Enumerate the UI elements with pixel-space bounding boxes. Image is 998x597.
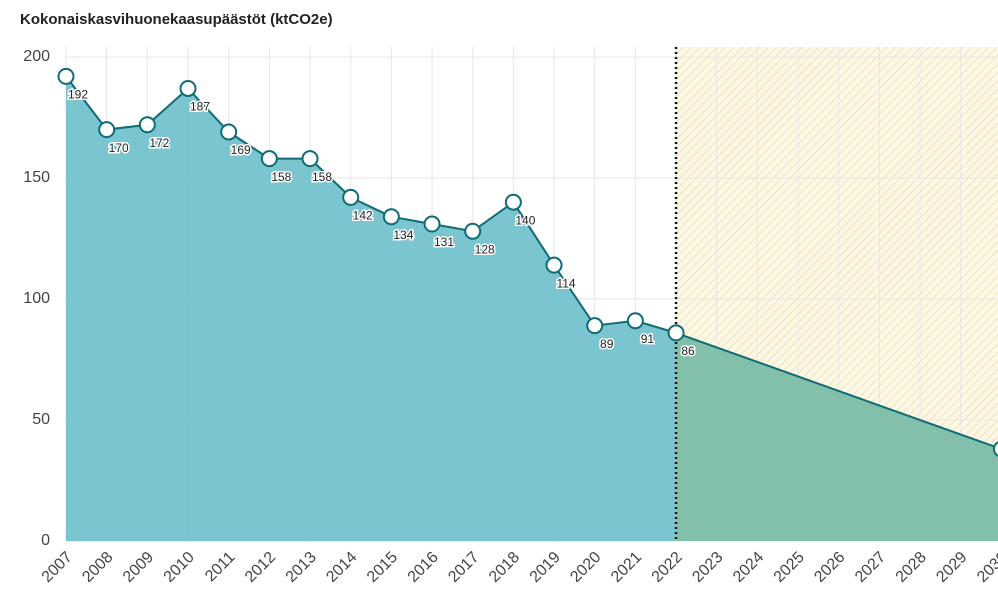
point: [423, 215, 441, 233]
x-tick-label: 2019: [527, 549, 564, 586]
y-tick-label: 200: [23, 48, 50, 65]
point: [220, 123, 238, 141]
chart-title: Kokonaiskasvihuonekaasupäästöt (ktCO2e): [20, 11, 333, 28]
value-label: 140: [515, 213, 535, 227]
value-label: 169: [231, 143, 251, 157]
value-label: 114: [556, 276, 575, 290]
x-tick-label: 2030: [974, 549, 998, 586]
point: [464, 222, 482, 240]
x-tick-label: 2021: [608, 549, 645, 586]
line: [65, 75, 677, 334]
x-tick-label: 2007: [39, 549, 76, 586]
x-tick-label: 2016: [405, 549, 442, 586]
point: [667, 324, 685, 342]
value-label: 142: [353, 209, 373, 223]
point: [504, 193, 522, 211]
point: [382, 208, 400, 226]
y-tick-label: 50: [32, 411, 50, 428]
x-tick-label: 2023: [689, 549, 726, 586]
point: [179, 79, 197, 97]
y-tick-label: 0: [41, 532, 50, 549]
x-tick-label: 2018: [486, 549, 523, 586]
x-tick-label: 2011: [202, 549, 238, 585]
x-tick-label: 2028: [893, 549, 930, 586]
x-tick-label: 2024: [730, 549, 767, 586]
point: [992, 441, 998, 457]
value-label: 172: [149, 136, 169, 150]
value-label: 158: [312, 170, 332, 184]
value-label: 86: [681, 344, 695, 358]
value-label: 187: [190, 100, 210, 114]
area: [66, 76, 677, 542]
plot: 0 50 100 150 200 2007 2008 2009 2010 2011 2012 2013…: [23, 47, 998, 586]
area: [676, 332, 998, 541]
point: [98, 121, 116, 139]
value-label: 131: [434, 235, 454, 249]
point: [57, 67, 75, 85]
x-tick-label: 2025: [771, 549, 808, 586]
x-tick-label: 2008: [79, 549, 116, 586]
point: [301, 150, 319, 168]
x-tick-label: 2010: [161, 549, 198, 586]
x-tick-label: 2029: [933, 549, 970, 586]
value-label: 170: [109, 141, 129, 155]
point: [545, 256, 563, 274]
x-tick-label: 2026: [811, 549, 848, 586]
x-tick-label: 2015: [364, 549, 401, 586]
value-label: 128: [475, 242, 495, 256]
value-label: 192: [68, 88, 88, 102]
x-tick-label: 2022: [649, 549, 686, 586]
x-tick-label: 2013: [283, 549, 320, 586]
x-tick-label: 2020: [567, 549, 604, 586]
y-tick-label: 100: [23, 290, 50, 307]
point: [342, 188, 360, 206]
value-label: 134: [393, 228, 413, 242]
line: [675, 331, 998, 449]
point: [626, 312, 644, 330]
x-tick-label: 2027: [852, 549, 889, 586]
point: [260, 150, 278, 168]
point: [138, 116, 156, 134]
y-tick-label: 150: [23, 169, 50, 186]
point: [586, 317, 604, 335]
x-tick-label: 2014: [323, 549, 360, 586]
x-tick-label: 2009: [120, 549, 157, 586]
value-label: 89: [600, 337, 614, 351]
value-label: 91: [641, 332, 655, 346]
value-label: 158: [271, 170, 291, 184]
x-tick-label: 2017: [445, 549, 482, 586]
x-tick-label: 2012: [242, 549, 279, 586]
